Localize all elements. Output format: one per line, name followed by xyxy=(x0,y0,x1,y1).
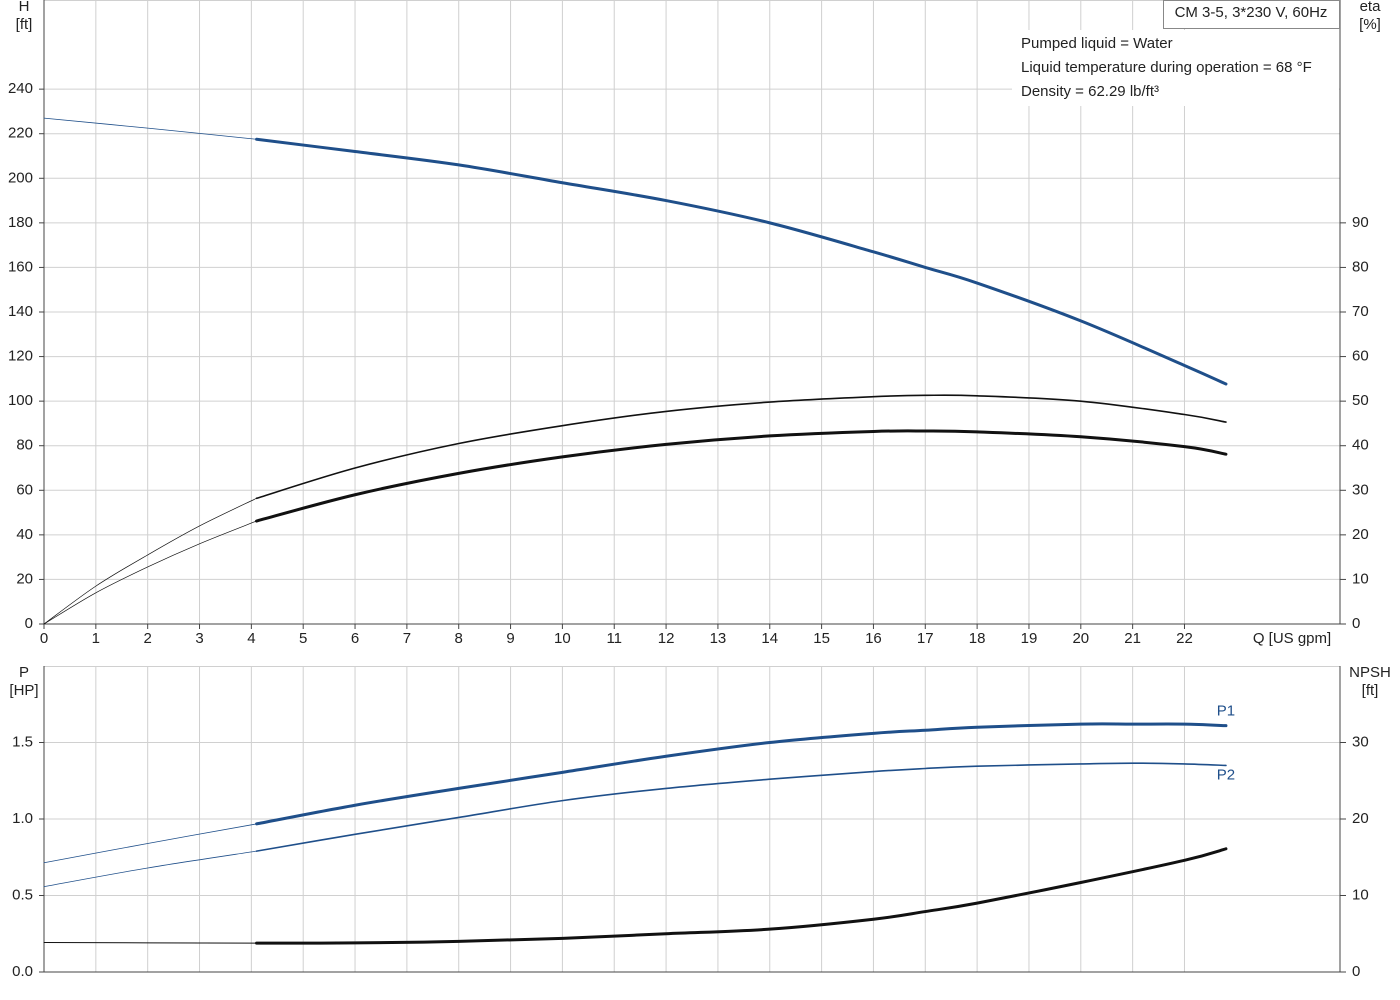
y2-axis-label: [%] xyxy=(1359,16,1381,33)
curve xyxy=(43,850,257,888)
x-tick-label: 4 xyxy=(247,630,255,647)
x-tick-label: 16 xyxy=(865,630,882,647)
y2-tick-label: 40 xyxy=(1352,437,1369,454)
y-tick-label: 100 xyxy=(8,392,33,409)
x-tick-label: 14 xyxy=(761,630,778,647)
annotation: Density = 62.29 lb/ft³ xyxy=(1021,83,1159,100)
y2-tick-label: 0 xyxy=(1352,615,1360,632)
title-box xyxy=(1163,0,1340,29)
y2-tick-label: 60 xyxy=(1352,348,1369,365)
y-tick-label: 0.5 xyxy=(12,886,33,903)
y2-tick-label: 90 xyxy=(1352,214,1369,231)
x-tick-label: 17 xyxy=(917,630,934,647)
x-tick-label: 19 xyxy=(1021,630,1038,647)
curve xyxy=(43,823,257,864)
x-tick-label: 13 xyxy=(710,630,727,647)
x-tick-label: 1 xyxy=(92,630,100,647)
y-tick-label: 160 xyxy=(8,258,33,275)
y2-tick-label: 30 xyxy=(1352,733,1369,750)
x-tick-label: 22 xyxy=(1176,630,1193,647)
y-tick-label: 1.0 xyxy=(12,810,33,827)
y2-tick-label: 30 xyxy=(1352,481,1369,498)
x-tick-label: 12 xyxy=(658,630,675,647)
curve xyxy=(43,942,258,944)
x-axis-label: Q [US gpm] xyxy=(1253,630,1331,647)
curve xyxy=(255,762,1227,852)
x-tick-label: 21 xyxy=(1124,630,1141,647)
y2-axis-label: NPSH xyxy=(1349,664,1391,681)
info-background xyxy=(1012,30,1339,106)
y-tick-label: 200 xyxy=(8,169,33,186)
curve xyxy=(43,520,257,625)
y2-tick-label: 10 xyxy=(1352,570,1369,587)
y-tick-label: 120 xyxy=(8,348,33,365)
y2-tick-label: 10 xyxy=(1352,886,1369,903)
y-axis-label: H xyxy=(19,0,30,15)
curve xyxy=(43,497,257,625)
curve-label: P1 xyxy=(1217,703,1235,720)
x-tick-label: 8 xyxy=(455,630,463,647)
y-tick-label: 1.5 xyxy=(12,733,33,750)
annotation: Liquid temperature during operation = 68… xyxy=(1021,59,1312,76)
curve xyxy=(255,847,1228,945)
x-tick-label: 15 xyxy=(813,630,830,647)
y-tick-label: 0 xyxy=(25,615,33,632)
x-tick-label: 9 xyxy=(506,630,514,647)
x-tick-label: 20 xyxy=(1072,630,1089,647)
y-tick-label: 140 xyxy=(8,303,33,320)
y-tick-label: 0.0 xyxy=(12,963,33,980)
y2-axis-label: [ft] xyxy=(1362,682,1379,699)
y2-tick-label: 50 xyxy=(1352,392,1369,409)
y-tick-label: 80 xyxy=(16,437,33,454)
curve xyxy=(255,137,1228,386)
x-tick-label: 10 xyxy=(554,630,571,647)
x-tick-label: 18 xyxy=(969,630,986,647)
y2-tick-label: 20 xyxy=(1352,810,1369,827)
y-axis-label: [ft] xyxy=(16,16,33,33)
y-tick-label: 240 xyxy=(8,80,33,97)
curve xyxy=(255,722,1228,826)
x-tick-label: 7 xyxy=(403,630,411,647)
y-tick-label: 60 xyxy=(16,481,33,498)
curve-label: P2 xyxy=(1217,766,1235,783)
y2-tick-label: 0 xyxy=(1352,963,1360,980)
y-tick-label: 20 xyxy=(16,570,33,587)
y2-tick-label: 70 xyxy=(1352,303,1369,320)
curve xyxy=(255,429,1228,523)
annotation: Pumped liquid = Water xyxy=(1021,35,1173,52)
y2-tick-label: 20 xyxy=(1352,526,1369,543)
y2-tick-label: 80 xyxy=(1352,258,1369,275)
chart-title: CM 3-5, 3*230 V, 60Hz xyxy=(1175,4,1328,21)
y-axis-label: P xyxy=(19,664,29,681)
y2-axis-label: eta xyxy=(1360,0,1382,15)
x-tick-label: 5 xyxy=(299,630,307,647)
x-tick-label: 11 xyxy=(606,630,622,647)
x-tick-label: 3 xyxy=(195,630,203,647)
y-tick-label: 40 xyxy=(16,526,33,543)
x-tick-label: 0 xyxy=(40,630,48,647)
x-tick-label: 6 xyxy=(351,630,359,647)
x-tick-label: 2 xyxy=(144,630,152,647)
curve xyxy=(255,394,1227,500)
y-axis-label: [HP] xyxy=(9,682,38,699)
y-tick-label: 220 xyxy=(8,125,33,142)
curve xyxy=(43,117,257,140)
y-tick-label: 180 xyxy=(8,214,33,231)
